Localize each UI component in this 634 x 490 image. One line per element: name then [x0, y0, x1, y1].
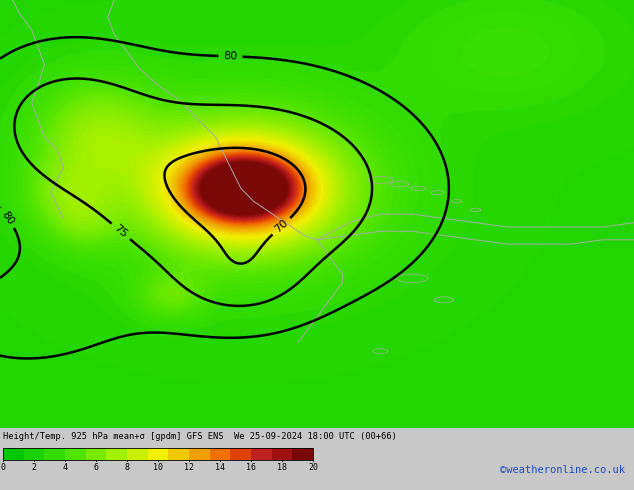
- Bar: [3, 448, 23, 460]
- Bar: [169, 448, 189, 460]
- Text: 6: 6: [93, 463, 98, 472]
- Bar: [127, 448, 148, 460]
- Text: 4: 4: [63, 463, 67, 472]
- Bar: [251, 448, 271, 460]
- Text: 70: 70: [273, 218, 290, 235]
- Text: 0: 0: [1, 463, 6, 472]
- Text: 18: 18: [277, 463, 287, 472]
- Text: 10: 10: [153, 463, 163, 472]
- Text: 14: 14: [215, 463, 225, 472]
- Bar: [23, 448, 44, 460]
- Bar: [292, 448, 313, 460]
- Bar: [148, 448, 169, 460]
- Text: 2: 2: [32, 463, 37, 472]
- Text: 75: 75: [112, 223, 129, 240]
- Bar: [210, 448, 230, 460]
- Text: 8: 8: [124, 463, 129, 472]
- Text: 20: 20: [308, 463, 318, 472]
- Text: 80: 80: [223, 51, 238, 62]
- Bar: [189, 448, 210, 460]
- Text: 12: 12: [184, 463, 194, 472]
- Bar: [65, 448, 86, 460]
- Bar: [86, 448, 107, 460]
- Text: 80: 80: [0, 209, 16, 226]
- Text: 16: 16: [246, 463, 256, 472]
- Bar: [230, 448, 251, 460]
- Text: Height/Temp. 925 hPa mean+σ [gpdm] GFS ENS  We 25-09-2024 18:00 UTC (00+66): Height/Temp. 925 hPa mean+σ [gpdm] GFS E…: [3, 432, 397, 441]
- Bar: [3, 448, 313, 460]
- Bar: [271, 448, 292, 460]
- Bar: [44, 448, 65, 460]
- Bar: [107, 448, 127, 460]
- Text: ©weatheronline.co.uk: ©weatheronline.co.uk: [500, 465, 625, 475]
